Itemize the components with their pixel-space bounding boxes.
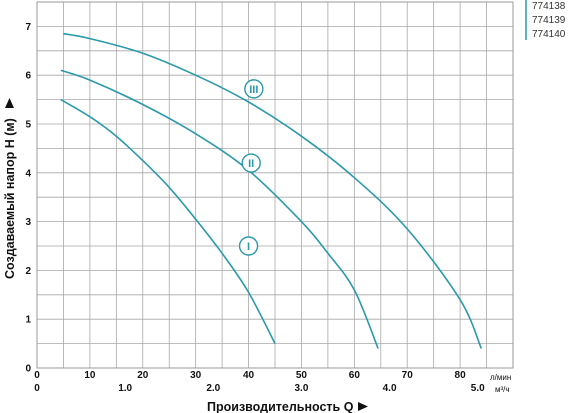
x2-tick-label: 5.0 bbox=[471, 383, 485, 394]
y-tick-label: 7 bbox=[25, 22, 31, 33]
x2-tick-label: 2.0 bbox=[206, 383, 220, 394]
curve-label-badge bbox=[238, 236, 259, 256]
curve-label-III: III bbox=[249, 84, 258, 96]
y-axis-title: Создаваемый напор H (м) bbox=[3, 98, 17, 279]
x2-tick-label: 4.0 bbox=[383, 383, 397, 394]
legend-code-2: 774139 bbox=[532, 15, 566, 26]
curve-label-II: II bbox=[248, 158, 254, 170]
x-axis-label: Производительность Q bbox=[207, 400, 354, 413]
x2-tick-label: 3.0 bbox=[294, 383, 308, 394]
y-tick-label: 3 bbox=[25, 217, 31, 228]
y-tick-label: 5 bbox=[25, 120, 31, 131]
x-tick-label: 50 bbox=[296, 370, 308, 381]
x-unit-primary: л/мин bbox=[490, 373, 511, 382]
curve-I bbox=[60, 98, 276, 344]
y-tick-label: 1 bbox=[25, 315, 31, 326]
y-axis-label: Создаваемый напор H (м) bbox=[3, 118, 17, 279]
curve-II bbox=[60, 69, 379, 349]
y-tick-label: 4 bbox=[25, 168, 31, 179]
x-tick-label: 80 bbox=[455, 370, 467, 381]
legend: 774138 774139 774140 bbox=[525, 0, 566, 40]
x2-tick-labels: 0 1.0 2.0 3.0 4.0 5.0 bbox=[34, 383, 485, 394]
y-tick-label: 6 bbox=[25, 71, 31, 82]
y-tick-label: 0 bbox=[25, 364, 31, 375]
curve-label-I: I bbox=[247, 241, 250, 253]
x-tick-label: 10 bbox=[84, 370, 96, 381]
x-axis-arrow bbox=[358, 402, 368, 411]
legend-code-3: 774140 bbox=[532, 29, 566, 40]
x2-tick-label: 1.0 bbox=[118, 383, 132, 394]
x-tick-label: 70 bbox=[402, 370, 414, 381]
x-tick-label: 30 bbox=[190, 370, 202, 381]
x2-tick-label: 0 bbox=[34, 383, 40, 394]
curves bbox=[60, 32, 483, 349]
curve-label-badge bbox=[241, 153, 261, 173]
x-axis-title: Производительность Q bbox=[207, 400, 368, 413]
x-tick-label: 60 bbox=[349, 370, 361, 381]
y-axis-arrow bbox=[5, 98, 14, 108]
x-tick-label: 0 bbox=[34, 370, 40, 381]
curve-III bbox=[63, 32, 483, 349]
plot-frame bbox=[36, 1, 514, 369]
y-tick-labels: 0 1 2 3 4 5 6 7 bbox=[25, 22, 31, 375]
legend-code-1: 774138 bbox=[532, 1, 566, 12]
x-tick-label: 40 bbox=[243, 370, 255, 381]
x-tick-labels: 0 10 20 30 40 50 60 70 80 bbox=[34, 370, 466, 381]
y-tick-label: 2 bbox=[25, 266, 31, 277]
x-tick-label: 20 bbox=[137, 370, 149, 381]
x-unit-secondary: м³/ч bbox=[495, 385, 510, 394]
curve-label-badge bbox=[244, 79, 264, 99]
grid bbox=[37, 2, 513, 368]
